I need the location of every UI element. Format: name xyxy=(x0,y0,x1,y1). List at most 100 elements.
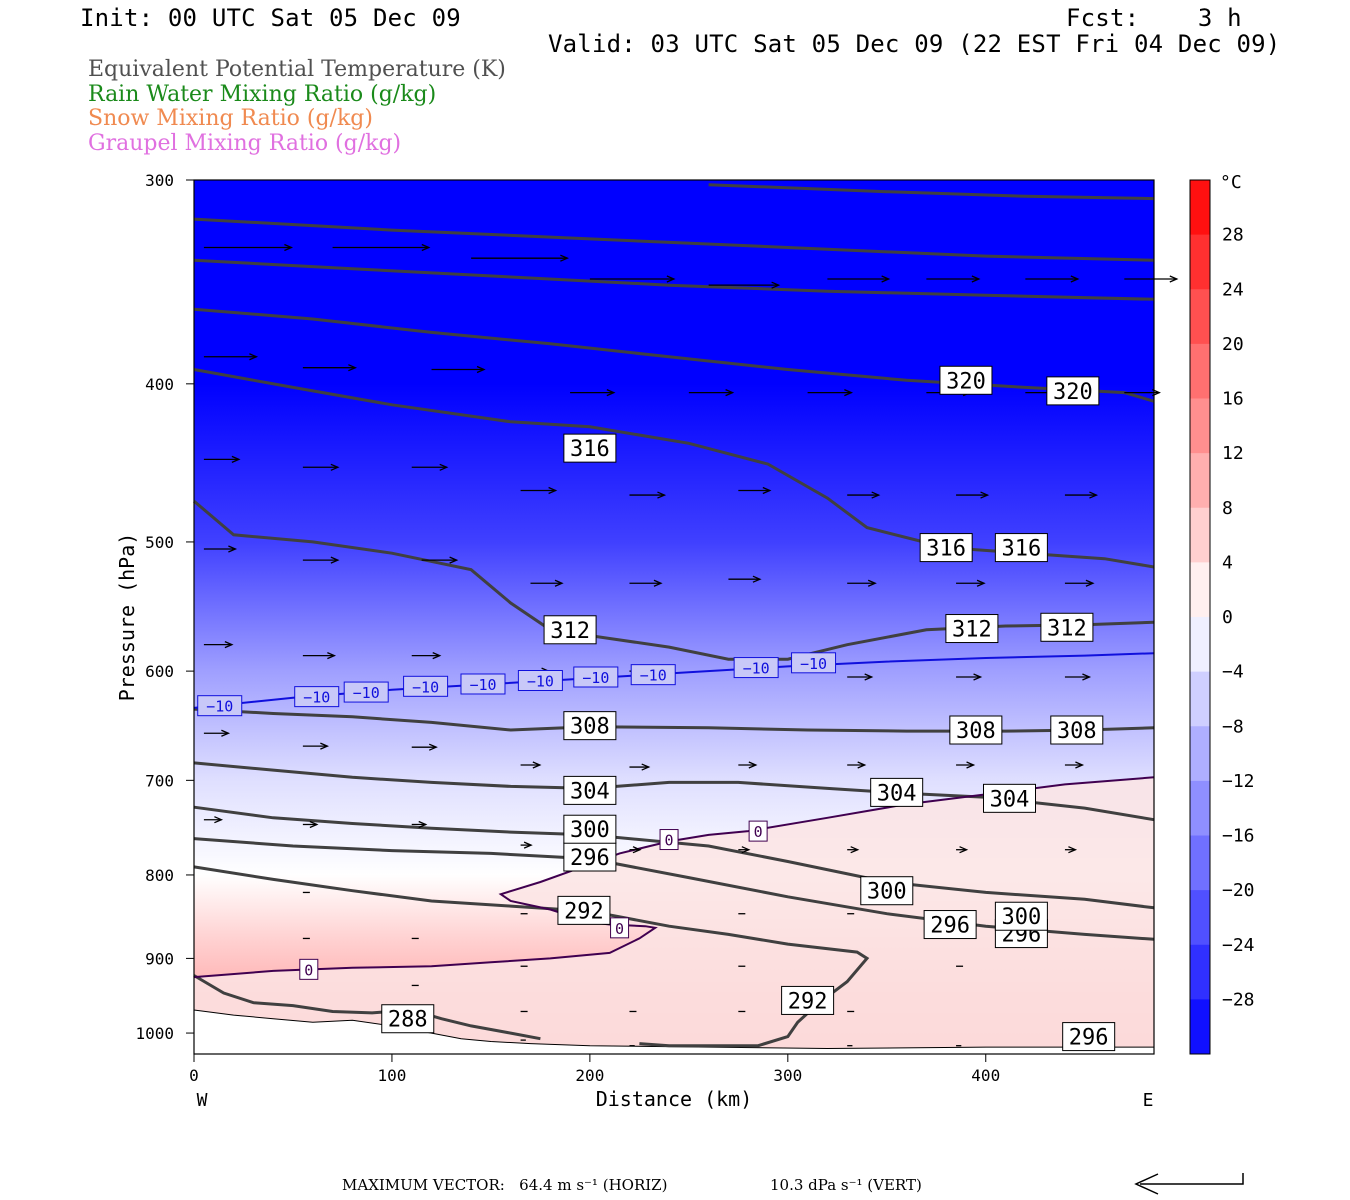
colorbar-tick-label: −8 xyxy=(1222,716,1244,737)
wind-vector xyxy=(1124,275,1179,283)
theta-e-contour-332 xyxy=(708,183,1155,201)
theta-e-label: 316 xyxy=(926,537,966,562)
theta-e-contour-324 xyxy=(193,258,1155,301)
wind-vector xyxy=(203,641,234,649)
wind-vector xyxy=(302,652,337,660)
colorbar-tick-label: −20 xyxy=(1222,880,1255,901)
x-tick-label: 200 xyxy=(575,1066,604,1085)
isotherm-label: −10 xyxy=(743,660,770,678)
isotherm-label: −10 xyxy=(582,669,609,687)
y-tick-label: 1000 xyxy=(135,1024,174,1043)
colorbar-band xyxy=(1190,890,1210,946)
wind-vector xyxy=(629,846,642,854)
wind-vector xyxy=(956,579,986,587)
wind-vector xyxy=(471,254,570,262)
theta-e-label-box xyxy=(939,365,993,395)
wind-vector xyxy=(847,491,881,499)
wind-vector xyxy=(302,742,330,750)
colorbar-unit: °C xyxy=(1220,172,1242,193)
wind-vector xyxy=(332,243,431,252)
theta-e-label-box xyxy=(563,775,617,805)
colorbar-band xyxy=(1190,835,1210,891)
wind-vector xyxy=(411,652,442,660)
isotherm-label: −10 xyxy=(303,689,330,707)
theta-e-label-box xyxy=(563,842,617,872)
colorbar-tick-label: −28 xyxy=(1222,989,1255,1010)
theta-e-contour-292 xyxy=(193,865,870,1048)
colorbar-tick-label: 8 xyxy=(1222,498,1233,519)
isotherm-label: −10 xyxy=(206,698,233,716)
isotherm-label: −10 xyxy=(353,684,380,702)
colorbar-tick-label: −24 xyxy=(1222,935,1255,956)
horiz-max: 64.4 m s⁻¹ (HORIZ) xyxy=(519,1176,668,1194)
colorbar-tick-label: 0 xyxy=(1222,607,1233,628)
isotherm-label-box xyxy=(517,670,563,692)
isotherm-label: −10 xyxy=(640,667,667,685)
legend-snow: Snow Mixing Ratio (g/kg) xyxy=(88,106,373,131)
west-label: W xyxy=(197,1090,208,1111)
wind-vector xyxy=(629,491,667,499)
theta-e-label-box xyxy=(945,614,999,644)
wind-vector xyxy=(520,486,558,495)
y-tick-label: 400 xyxy=(145,375,174,394)
wind-vector xyxy=(956,491,990,499)
wind-vector xyxy=(847,761,867,769)
isotherm-label-box xyxy=(403,675,449,697)
theta-e-label-box xyxy=(557,895,611,925)
theta-e-label-box xyxy=(1046,376,1100,406)
wind-vector xyxy=(520,841,533,849)
theta-e-label: 312 xyxy=(1047,616,1087,641)
wind-vector xyxy=(203,455,241,463)
valid-time: Valid: 03 UTC Sat 05 Dec 09 (22 EST Fri … xyxy=(548,30,1281,58)
isotherm-label-box xyxy=(299,958,319,980)
theta-e-label-box xyxy=(983,783,1037,813)
theta-e-label: 300 xyxy=(867,880,907,905)
theta-e-label-box xyxy=(381,1004,435,1034)
theta-e-label: 300 xyxy=(1002,905,1042,930)
forecast-hour: Fcst: 3 h xyxy=(1066,4,1242,32)
theta-e-label: 316 xyxy=(1002,537,1042,562)
colorbar-band xyxy=(1190,562,1210,618)
wind-vector xyxy=(708,281,781,289)
colorbar-band xyxy=(1190,343,1210,399)
theta-e-label-box xyxy=(1040,612,1094,642)
theta-e-label: 304 xyxy=(990,787,1030,812)
y-tick-label: 800 xyxy=(145,866,174,885)
colorbar-band xyxy=(1190,671,1210,727)
reference-vector xyxy=(1140,1173,1244,1185)
y-axis-title: Pressure (hPa) xyxy=(115,533,139,702)
theta-e-label-box xyxy=(543,615,597,645)
theta-e-label-box xyxy=(923,910,977,940)
colorbar-frame xyxy=(1189,179,1211,1055)
theta-e-label: 308 xyxy=(1057,719,1097,744)
wind-vector xyxy=(728,575,762,583)
wind-vector xyxy=(589,275,676,283)
theta-e-label-box xyxy=(563,433,617,463)
isotherm-label-box xyxy=(610,917,630,939)
isotherm-label-box xyxy=(343,681,389,703)
colorbar-tick-label: 12 xyxy=(1222,443,1244,464)
wind-vector xyxy=(302,364,358,372)
wind-vector xyxy=(203,545,238,553)
y-tick-label: 300 xyxy=(145,171,174,190)
y-tick-label: 500 xyxy=(145,533,174,552)
theta-e-label: 292 xyxy=(788,989,828,1014)
colorbar-band xyxy=(1190,617,1210,673)
theta-e-label-box xyxy=(919,533,973,563)
theta-e-label: 300 xyxy=(570,818,610,843)
wind-vector xyxy=(203,243,294,252)
theta-e-contour-288 xyxy=(193,974,541,1041)
legend-theta-e: Equivalent Potential Temperature (K) xyxy=(88,57,506,82)
wind-vector xyxy=(738,846,751,854)
x-axis-title: Distance (km) xyxy=(596,1087,753,1111)
theta-e-label-box xyxy=(563,814,617,844)
y-tick-label: 700 xyxy=(145,771,174,790)
isotherm-label-box xyxy=(294,686,340,708)
wind-vector xyxy=(629,763,651,771)
theta-e-label: 312 xyxy=(550,619,590,644)
theta-e-contour-328 xyxy=(193,217,1155,262)
theta-e-contour-308 xyxy=(193,707,1155,733)
colorbar-tick-label: −4 xyxy=(1222,662,1244,683)
isotherm-label: −10 xyxy=(412,678,439,696)
